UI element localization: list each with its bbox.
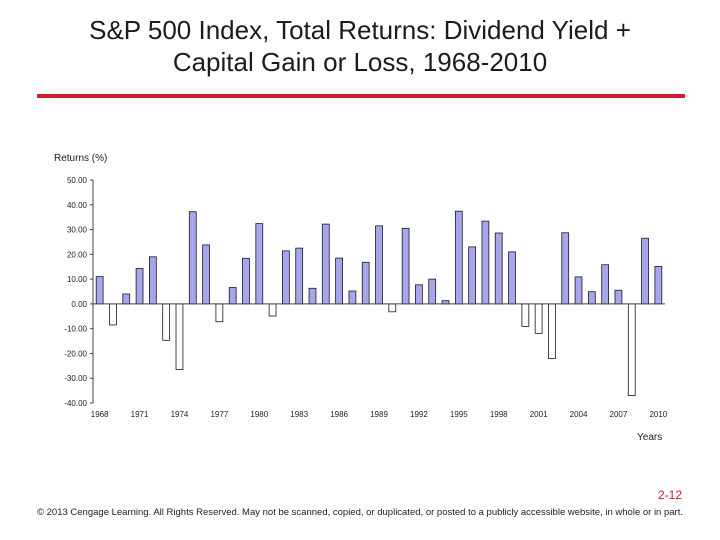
- y-tick-label: -20.00: [64, 349, 87, 358]
- bar-1974: [175, 303, 184, 370]
- x-tick-label: 1992: [410, 410, 428, 419]
- bar-1971: [135, 268, 144, 305]
- bar-1970: [122, 293, 131, 305]
- y-axis-title: Returns (%): [54, 153, 107, 164]
- returns-bar-chart: Returns (%) Years 50.00 40.00 30.00 20.00 10…: [54, 153, 668, 443]
- y-tick-label: 10.00: [67, 275, 88, 284]
- bar-1993: [428, 278, 437, 305]
- bar-1983: [295, 247, 304, 305]
- slide-title: S&P 500 Index, Total Returns: Dividend Y…: [0, 14, 720, 78]
- x-tick-label: 1974: [171, 410, 189, 419]
- x-tick-label: 2007: [610, 410, 628, 419]
- bar-1996: [468, 246, 476, 305]
- bar-1977: [215, 303, 224, 323]
- bar-2010: [654, 266, 663, 305]
- bar-1981: [268, 303, 277, 317]
- x-tick-label: 1980: [250, 410, 268, 419]
- y-tick-label: 30.00: [67, 226, 88, 235]
- y-tick-label: 20.00: [67, 250, 88, 259]
- bar-2005: [587, 291, 596, 305]
- bar-1978: [228, 287, 237, 305]
- y-tick-label: 0.00: [71, 300, 87, 309]
- bar-2002: [548, 303, 556, 360]
- y-tick-label: -40.00: [64, 399, 87, 408]
- bar-1998: [494, 232, 503, 305]
- bar-1992: [415, 284, 423, 305]
- slide-title-line-1: S&P 500 Index, Total Returns: Dividend Y…: [89, 15, 631, 45]
- bar-1987: [348, 290, 357, 305]
- bar-2004: [574, 276, 583, 305]
- page-number: 2-12: [657, 488, 682, 502]
- y-tick-label: 50.00: [67, 176, 88, 185]
- bar-2000: [521, 303, 530, 327]
- y-tick-label: -10.00: [64, 325, 87, 334]
- x-tick-label: 1998: [490, 410, 508, 419]
- x-axis-title: Years: [637, 432, 662, 443]
- bar-1969: [109, 303, 117, 326]
- bar-1999: [508, 251, 516, 305]
- bar-1982: [282, 250, 290, 305]
- x-tick-label: 1989: [370, 410, 388, 419]
- bar-1972: [148, 256, 157, 305]
- bar-1968: [95, 276, 104, 305]
- x-tick-label: 1983: [290, 410, 308, 419]
- bar-series: [95, 210, 663, 396]
- bar-2009: [641, 237, 649, 305]
- x-tick-label: 1977: [210, 410, 228, 419]
- bar-1984: [308, 287, 317, 305]
- y-tick-label: -30.00: [64, 374, 87, 383]
- bar-2008: [627, 303, 636, 396]
- bar-2006: [601, 264, 609, 305]
- title-underline: [37, 94, 685, 98]
- bar-1979: [242, 257, 250, 305]
- bar-1986: [335, 257, 343, 305]
- bar-1980: [255, 223, 264, 305]
- bar-1995: [454, 210, 463, 305]
- bar-1988: [361, 261, 370, 305]
- x-tick-label: 1971: [131, 410, 149, 419]
- bar-1997: [481, 220, 490, 305]
- y-tick-label: 40.00: [67, 201, 88, 210]
- x-axis-ticks: 1968 1971 1974 1977 1980 1983 1986 1989 1992 1995…: [91, 410, 668, 419]
- bar-2007: [614, 289, 623, 305]
- y-axis-ticks: 50.00 40.00 30.00 20.00 10.00 0.00 -10.00 -20.0…: [64, 176, 93, 408]
- x-tick-label: 1995: [450, 410, 468, 419]
- bar-1989: [375, 225, 383, 305]
- slide-title-line-2: Capital Gain or Loss, 1968-2010: [172, 47, 548, 77]
- bar-2003: [561, 232, 570, 305]
- bar-1975: [188, 211, 197, 305]
- bar-1991: [401, 227, 410, 305]
- x-tick-label: 2004: [570, 410, 588, 419]
- bar-1985: [321, 223, 330, 305]
- bar-1990: [388, 303, 397, 313]
- bar-1973: [162, 303, 171, 341]
- bar-2001: [534, 303, 543, 334]
- bar-1976: [202, 244, 210, 305]
- x-tick-label: 1986: [330, 410, 348, 419]
- x-tick-label: 1968: [91, 410, 109, 419]
- x-tick-label: 2001: [530, 410, 548, 419]
- copyright-notice: © 2013 Cengage Learning. All Rights Rese…: [37, 507, 683, 518]
- x-tick-label: 2010: [649, 410, 667, 419]
